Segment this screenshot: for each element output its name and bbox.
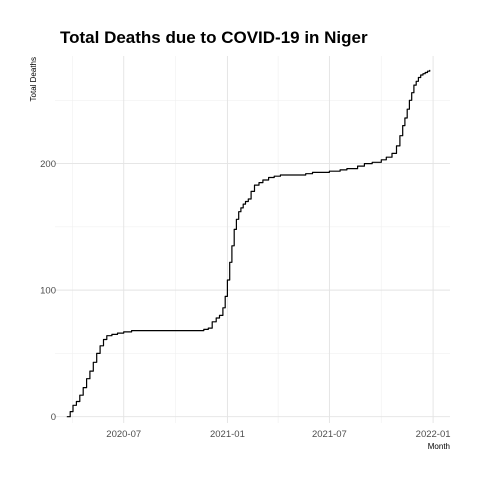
x-axis-ticks: 2020-07 2021-01 2021-07 2022-01 (106, 429, 450, 440)
y-axis-ticks: 0 100 200 (40, 159, 56, 423)
x-tick-label: 2020-07 (106, 429, 141, 440)
gridlines (55, 56, 450, 423)
y-tick-label: 100 (40, 286, 56, 297)
y-tick-label: 200 (40, 159, 56, 170)
y-tick-label: 0 (51, 412, 56, 423)
x-axis-title: Month (428, 442, 450, 451)
x-tick-label: 2022-01 (416, 429, 451, 440)
y-axis-title: Total Deaths (29, 57, 38, 101)
chart-title: Total Deaths due to COVID-19 in Niger (60, 28, 368, 47)
x-tick-label: 2021-07 (312, 429, 347, 440)
x-tick-label: 2021-01 (210, 429, 245, 440)
series-line-total-deaths (66, 69, 431, 418)
